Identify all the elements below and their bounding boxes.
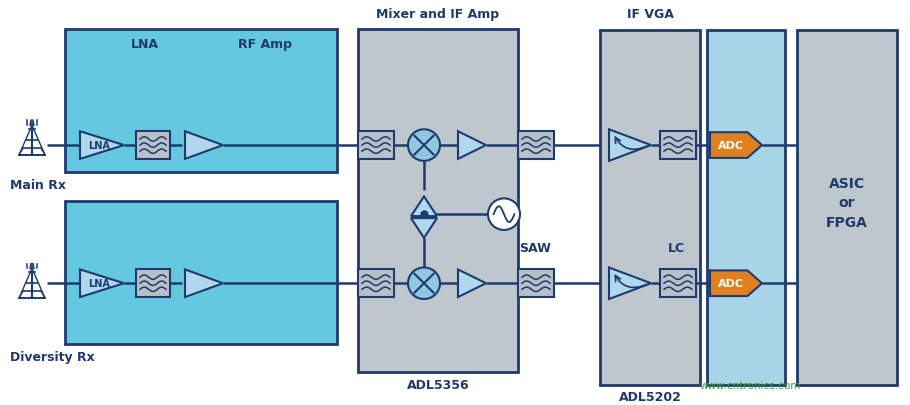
FancyBboxPatch shape xyxy=(136,132,170,160)
Text: LC: LC xyxy=(667,241,684,254)
FancyBboxPatch shape xyxy=(707,30,785,385)
Polygon shape xyxy=(411,197,437,217)
Polygon shape xyxy=(80,270,124,297)
FancyBboxPatch shape xyxy=(358,270,394,297)
Polygon shape xyxy=(609,268,651,299)
Polygon shape xyxy=(458,270,486,297)
Text: RF Amp: RF Amp xyxy=(238,37,292,50)
FancyBboxPatch shape xyxy=(65,30,337,172)
Polygon shape xyxy=(185,270,223,297)
Text: ADL5202: ADL5202 xyxy=(619,390,682,403)
FancyBboxPatch shape xyxy=(518,270,554,297)
FancyBboxPatch shape xyxy=(600,30,700,385)
Polygon shape xyxy=(710,133,762,158)
FancyBboxPatch shape xyxy=(660,132,696,160)
FancyBboxPatch shape xyxy=(660,270,696,297)
Text: LNA: LNA xyxy=(88,279,110,288)
FancyBboxPatch shape xyxy=(65,202,337,345)
Polygon shape xyxy=(710,271,762,296)
Polygon shape xyxy=(411,219,437,238)
FancyBboxPatch shape xyxy=(358,30,518,372)
FancyBboxPatch shape xyxy=(518,132,554,160)
Text: ADL5356: ADL5356 xyxy=(407,378,470,391)
Polygon shape xyxy=(80,132,124,160)
Text: SAW: SAW xyxy=(519,241,551,254)
FancyBboxPatch shape xyxy=(136,270,170,297)
Circle shape xyxy=(488,199,520,230)
FancyBboxPatch shape xyxy=(358,132,394,160)
Text: ADC: ADC xyxy=(718,279,743,288)
Text: ASIC
or
FPGA: ASIC or FPGA xyxy=(826,176,868,229)
Circle shape xyxy=(408,268,440,299)
Polygon shape xyxy=(458,132,486,160)
Polygon shape xyxy=(185,132,223,160)
Text: IF VGA: IF VGA xyxy=(627,8,673,21)
Circle shape xyxy=(408,130,440,162)
Polygon shape xyxy=(609,130,651,162)
Text: Mixer and IF Amp: Mixer and IF Amp xyxy=(377,8,500,21)
Text: LNA: LNA xyxy=(131,37,159,50)
Text: www.cntronics.com: www.cntronics.com xyxy=(699,380,801,390)
Text: LNA: LNA xyxy=(88,141,110,151)
Text: ADC: ADC xyxy=(718,141,743,151)
Text: Main Rx: Main Rx xyxy=(10,178,66,191)
FancyBboxPatch shape xyxy=(797,30,897,385)
Text: Diversity Rx: Diversity Rx xyxy=(10,350,95,363)
